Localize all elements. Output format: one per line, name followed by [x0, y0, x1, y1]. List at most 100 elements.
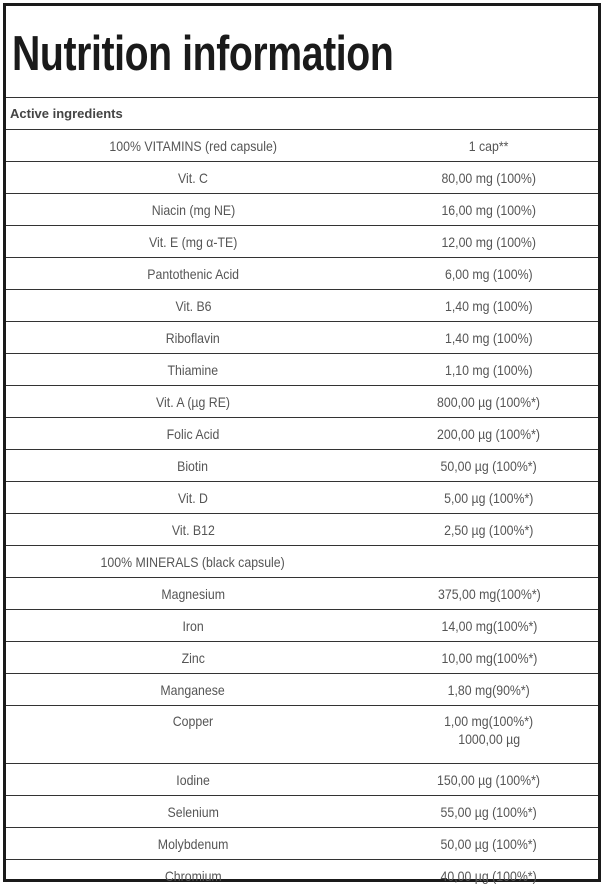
- name-cell: Thiamine: [6, 354, 380, 386]
- amount-cell: 1,40 mg (100%): [380, 322, 598, 354]
- name-cell: Iron: [6, 610, 380, 642]
- name-cell: Niacin (mg NE): [6, 194, 380, 226]
- ingredient-amount: 10,00 mg(100%*): [441, 649, 537, 667]
- amount-cell: 10,00 mg(100%*): [380, 642, 598, 674]
- name-cell: Vit. A (µg RE): [6, 386, 380, 418]
- name-cell: Folic Acid: [6, 418, 380, 450]
- name-cell: Copper: [6, 706, 380, 764]
- ingredient-amount: 16,00 mg (100%): [442, 201, 537, 219]
- amount-cell: 80,00 mg (100%): [380, 162, 598, 194]
- ingredient-amount: 1,00 mg(100%*): [444, 712, 533, 730]
- table-row: Iodine 150,00 µg (100%*): [6, 764, 598, 796]
- table-row: Vit. B6 1,40 mg (100%): [6, 290, 598, 322]
- table-row: Biotin 50,00 µg (100%*): [6, 450, 598, 482]
- page-title: Nutrition information: [12, 26, 393, 86]
- amount-cell: 1,40 mg (100%): [380, 290, 598, 322]
- ingredient-name: Niacin (mg NE): [151, 201, 235, 219]
- table-row: 100% VITAMINS (red capsule) 1 cap**: [6, 130, 598, 162]
- amount-cell: 14,00 mg(100%*): [380, 610, 598, 642]
- table-row: 100% MINERALS (black capsule): [6, 546, 598, 578]
- section-header: Active ingredients: [6, 98, 598, 130]
- ingredient-amount-alt: 1000,00 µg: [458, 730, 520, 748]
- table-row: Vit. D 5,00 µg (100%*): [6, 482, 598, 514]
- name-cell: Vit. E (mg α-TE): [6, 226, 380, 258]
- table-row: Folic Acid 200,00 µg (100%*): [6, 418, 598, 450]
- table-row: Magnesium 375,00 mg(100%*): [6, 578, 598, 610]
- table-row: Vit. C 80,00 mg (100%): [6, 162, 598, 194]
- ingredient-amount: 14,00 mg(100%*): [441, 617, 537, 635]
- name-cell: Pantothenic Acid: [6, 258, 380, 290]
- ingredient-name: Selenium: [167, 803, 218, 821]
- name-cell: Vit. C: [6, 162, 380, 194]
- table-row: Vit. B12 2,50 µg (100%*): [6, 514, 598, 546]
- ingredient-name: Manganese: [161, 681, 225, 699]
- ingredient-amount: 200,00 µg (100%*): [438, 425, 541, 443]
- ingredient-amount: 50,00 µg (100%*): [441, 835, 537, 853]
- name-cell: Iodine: [6, 764, 380, 796]
- table-row: Thiamine 1,10 mg (100%): [6, 354, 598, 386]
- amount-cell: 1 cap**: [380, 130, 598, 162]
- ingredient-name: Vit. A (µg RE): [156, 393, 230, 411]
- ingredient-amount: 150,00 µg (100%*): [438, 771, 541, 789]
- ingredient-name: Iron: [182, 617, 203, 635]
- amount-cell: 50,00 µg (100%*): [380, 450, 598, 482]
- ingredient-name: Iodine: [176, 771, 210, 789]
- nutrition-panel: Nutrition information Active ingredients…: [3, 3, 601, 882]
- amount-cell: 40,00 µg (100%*): [380, 860, 598, 891]
- ingredient-name: Biotin: [178, 457, 209, 475]
- amount-cell: 375,00 mg(100%*): [380, 578, 598, 610]
- table-row: Iron 14,00 mg(100%*): [6, 610, 598, 642]
- amount-cell: 150,00 µg (100%*): [380, 764, 598, 796]
- ingredient-name: Thiamine: [168, 361, 219, 379]
- ingredient-amount: 6,00 mg (100%): [445, 265, 533, 283]
- table-row: Pantothenic Acid 6,00 mg (100%): [6, 258, 598, 290]
- table-row: Selenium 55,00 µg (100%*): [6, 796, 598, 828]
- ingredient-name: 100% MINERALS (black capsule): [101, 553, 285, 571]
- ingredient-name: Zinc: [181, 649, 204, 667]
- nutrition-table: Active ingredients 100% VITAMINS (red ca…: [6, 97, 598, 891]
- table-row: Vit. A (µg RE) 800,00 µg (100%*): [6, 386, 598, 418]
- ingredient-name: Chromium: [165, 867, 222, 885]
- name-cell: Vit. B12: [6, 514, 380, 546]
- ingredient-amount: 40,00 µg (100%*): [441, 867, 537, 885]
- name-cell: Vit. B6: [6, 290, 380, 322]
- ingredient-amount: 1,10 mg (100%): [445, 361, 533, 379]
- ingredient-name: Magnesium: [161, 585, 225, 603]
- ingredient-amount: 1,40 mg (100%): [445, 297, 533, 315]
- ingredient-amount: 1,80 mg(90%*): [448, 681, 530, 699]
- ingredient-name: Riboflavin: [166, 329, 220, 347]
- ingredient-amount: 5,00 µg (100%*): [444, 489, 533, 507]
- ingredient-name: Vit. C: [178, 169, 208, 187]
- amount-cell: 1,80 mg(90%*): [380, 674, 598, 706]
- name-cell: Selenium: [6, 796, 380, 828]
- table-row: Copper 1,00 mg(100%*)1000,00 µg: [6, 706, 598, 764]
- ingredient-name: 100% VITAMINS (red capsule): [109, 137, 277, 155]
- name-cell: Zinc: [6, 642, 380, 674]
- amount-cell: 12,00 mg (100%): [380, 226, 598, 258]
- ingredient-amount: 50,00 µg (100%*): [441, 457, 537, 475]
- ingredient-name: Vit. B6: [175, 297, 211, 315]
- name-cell: Manganese: [6, 674, 380, 706]
- ingredient-name: Vit. E (mg α-TE): [149, 233, 237, 251]
- name-cell: Chromium: [6, 860, 380, 891]
- amount-cell: 55,00 µg (100%*): [380, 796, 598, 828]
- name-cell: 100% MINERALS (black capsule): [6, 546, 380, 578]
- section-header-row: Active ingredients: [6, 98, 598, 130]
- ingredient-amount: 800,00 µg (100%*): [438, 393, 541, 411]
- name-cell: Molybdenum: [6, 828, 380, 860]
- ingredient-name: Vit. D: [178, 489, 208, 507]
- ingredient-name: Pantothenic Acid: [147, 265, 239, 283]
- ingredient-amount: 2,50 µg (100%*): [444, 521, 533, 539]
- amount-cell: 6,00 mg (100%): [380, 258, 598, 290]
- ingredient-amount: 1 cap**: [469, 137, 509, 155]
- amount-cell: 2,50 µg (100%*): [380, 514, 598, 546]
- name-cell: Magnesium: [6, 578, 380, 610]
- table-row: Niacin (mg NE) 16,00 mg (100%): [6, 194, 598, 226]
- table-row: Molybdenum 50,00 µg (100%*): [6, 828, 598, 860]
- ingredient-name: Copper: [173, 712, 213, 730]
- amount-cell: 50,00 µg (100%*): [380, 828, 598, 860]
- table-row: Vit. E (mg α-TE) 12,00 mg (100%): [6, 226, 598, 258]
- amount-cell: 200,00 µg (100%*): [380, 418, 598, 450]
- ingredient-amount: 1,40 mg (100%): [445, 329, 533, 347]
- name-cell: 100% VITAMINS (red capsule): [6, 130, 380, 162]
